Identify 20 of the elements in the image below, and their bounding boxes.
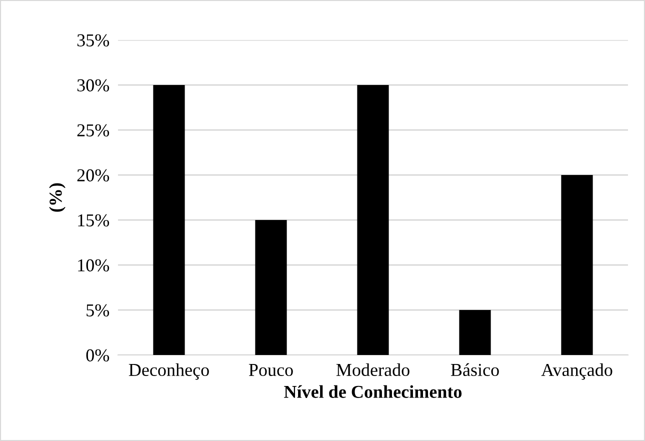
y-tick-label: 30% (77, 79, 110, 92)
x-tick-label: Pouco (248, 364, 293, 376)
y-tick-label: 15% (78, 214, 110, 226)
x-tick-label: Básico (450, 363, 499, 376)
y-tick-label: 25% (77, 124, 110, 136)
y-tick-label: 10% (78, 259, 110, 272)
y-tick-label: 35% (77, 34, 110, 46)
y-tick-label: 0% (86, 349, 110, 362)
x-axis-title: Nível de Conhecimento (284, 385, 462, 398)
bar (255, 220, 287, 355)
bar (561, 175, 593, 355)
y-tick-label: 20% (77, 169, 110, 182)
x-tick-label: Avançado (541, 363, 612, 380)
x-tick-label: Deconheço (128, 363, 209, 380)
bar (357, 85, 389, 355)
x-tick-label: Moderado (336, 363, 410, 376)
y-axis-title: (%) (49, 183, 66, 212)
y-tick-label: 5% (86, 304, 110, 316)
bar (459, 310, 491, 355)
bar (153, 85, 185, 355)
